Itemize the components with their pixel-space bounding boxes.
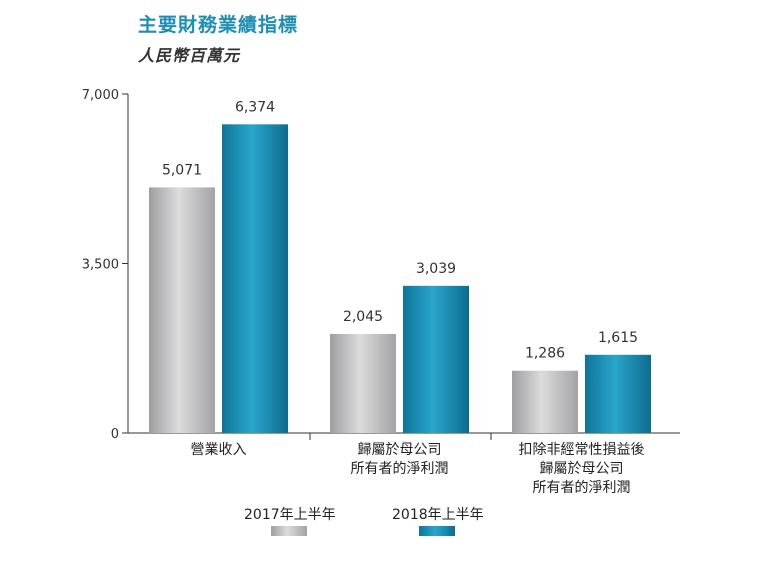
bar <box>222 124 288 433</box>
x-category-label: 所有者的淨利潤 <box>351 461 449 477</box>
bar <box>330 333 396 433</box>
bar <box>149 187 215 433</box>
x-category-label: 歸屬於母公司 <box>358 441 442 458</box>
data-label: 3,039 <box>416 261 456 277</box>
x-category-label: 營業收入 <box>191 442 247 458</box>
data-label: 1,615 <box>598 330 638 346</box>
bar <box>512 370 578 433</box>
legend-label: 2018年上半年 <box>392 507 484 523</box>
data-label: 1,286 <box>525 346 565 362</box>
x-category-label: 所有者的淨利潤 <box>533 480 631 496</box>
data-label: 6,374 <box>235 99 275 115</box>
bar <box>585 354 651 433</box>
x-category-label: 歸屬於母公司 <box>540 460 624 477</box>
bar <box>403 285 469 433</box>
chart-subtitle: 人民幣百萬元 <box>138 46 241 65</box>
legend-label: 2017年上半年 <box>244 507 336 523</box>
legend-swatch <box>419 526 455 536</box>
x-category-label: 扣除非經常性損益後 <box>519 442 645 458</box>
y-tick-label: 0 <box>111 427 119 442</box>
data-label: 2,045 <box>343 309 383 325</box>
y-tick-label: 7,000 <box>82 88 119 103</box>
y-tick-label: 3,500 <box>82 258 119 273</box>
chart-title: 主要財務業績指標 <box>138 14 299 36</box>
data-label: 5,071 <box>162 162 202 178</box>
legend-swatch <box>271 526 307 536</box>
